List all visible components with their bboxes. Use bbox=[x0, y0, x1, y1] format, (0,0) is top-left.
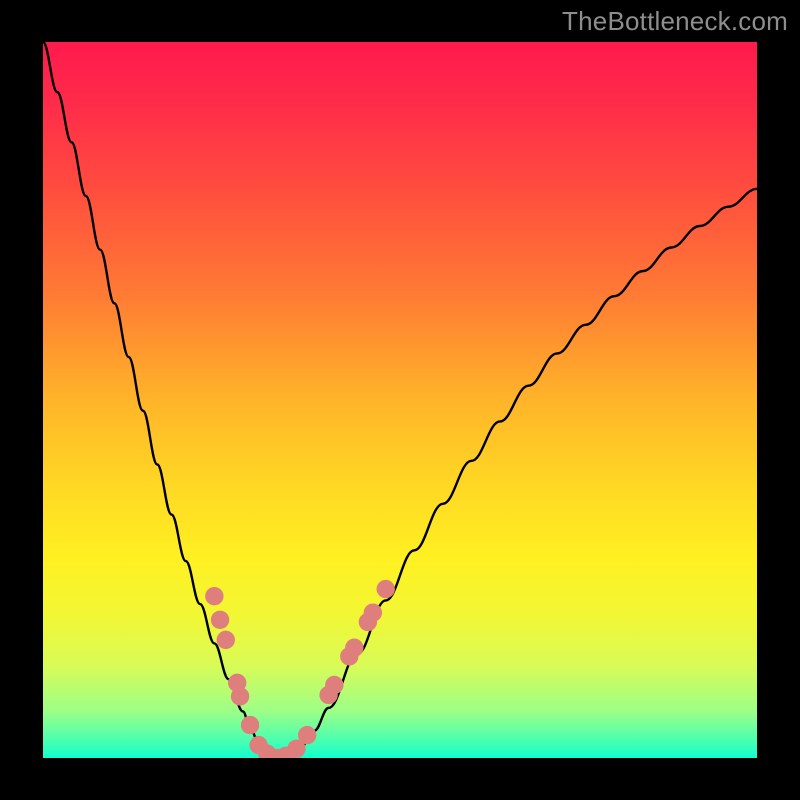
marker-group bbox=[205, 580, 395, 767]
data-marker bbox=[217, 631, 235, 649]
data-marker bbox=[241, 716, 259, 734]
data-marker bbox=[325, 676, 343, 694]
bottleneck-curve bbox=[43, 42, 757, 758]
data-marker bbox=[231, 687, 249, 705]
data-marker bbox=[364, 603, 382, 621]
data-marker bbox=[298, 726, 316, 744]
data-marker bbox=[211, 611, 229, 629]
data-marker bbox=[377, 580, 395, 598]
watermark-text: TheBottleneck.com bbox=[562, 6, 788, 37]
data-marker bbox=[345, 639, 363, 657]
chart-svg bbox=[0, 0, 800, 800]
data-marker bbox=[205, 587, 223, 605]
